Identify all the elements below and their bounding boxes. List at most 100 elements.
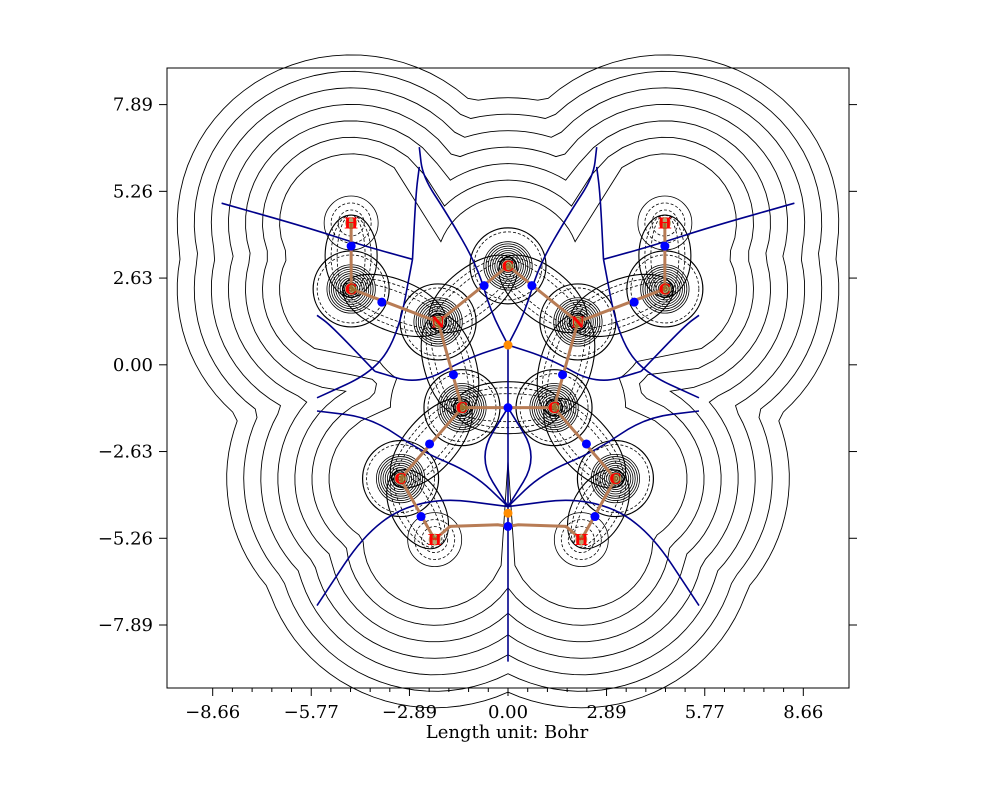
bond-contour <box>342 273 447 338</box>
atom-dashed-contour <box>403 287 473 357</box>
bond-contour <box>566 468 630 550</box>
atom-nucleus <box>345 217 358 229</box>
atom-dashed-contour <box>316 254 386 324</box>
atom-label: H <box>344 215 358 233</box>
atom-nucleus <box>394 472 407 485</box>
atom-nucleus <box>658 217 671 229</box>
atom-label: C <box>659 280 671 298</box>
atom-dashed-contour <box>581 444 650 513</box>
interbasin-path <box>507 499 700 607</box>
bond-contour <box>569 273 674 338</box>
bond-contour <box>386 468 450 550</box>
bond-path <box>350 287 439 324</box>
outer-contour <box>176 54 840 709</box>
atom-label: H <box>428 531 442 549</box>
hydrogen-contour <box>407 512 463 567</box>
x-tick-label: −5.77 <box>284 702 339 723</box>
interbasin-path <box>595 166 605 260</box>
ring-critical-point <box>503 508 513 518</box>
atom-nucleus <box>428 533 441 546</box>
interbasin-path <box>316 499 509 607</box>
atom-contour <box>553 297 603 347</box>
outer-contour <box>210 87 806 676</box>
atom-label: C <box>456 399 468 417</box>
interbasin-path <box>507 344 642 381</box>
bond-critical-point <box>581 439 591 449</box>
y-tick-label: 7.89 <box>113 95 153 116</box>
y-tick-label: 0.00 <box>113 355 153 376</box>
y-tick-label: 2.63 <box>113 268 153 289</box>
interbasin-surface-lines <box>221 147 795 662</box>
atom-dashed-contour <box>630 254 700 324</box>
atom-label: C <box>395 470 407 488</box>
bond-path <box>437 264 509 324</box>
interbasin-path <box>640 314 700 372</box>
hydrogen-contour <box>567 526 595 553</box>
bond-critical-point <box>629 297 639 307</box>
atom-contour <box>384 462 417 495</box>
atom-label: N <box>431 313 445 331</box>
outer-contour <box>262 136 754 626</box>
atom-nucleus <box>609 472 622 485</box>
bond-contour <box>389 397 473 489</box>
y-tick-label: −2.63 <box>98 442 153 463</box>
bond-contour <box>536 313 596 417</box>
bond-path <box>436 321 464 409</box>
outer-contour <box>279 153 737 610</box>
atom-contour <box>483 241 533 291</box>
x-tick-label: 8.66 <box>783 702 823 723</box>
atom-label: H <box>574 531 588 549</box>
atom-label: C <box>345 280 357 298</box>
atom-contour <box>562 306 594 338</box>
interbasin-path <box>602 259 700 399</box>
atom-contour <box>378 456 423 501</box>
bond-path <box>507 264 579 324</box>
x-tick-label: 0.00 <box>488 702 528 723</box>
bond-critical-point <box>377 297 387 307</box>
interbasin-path <box>507 147 598 346</box>
weak-bond-path <box>507 523 583 541</box>
y-tick-label: 5.26 <box>113 181 153 202</box>
bond-critical-point <box>448 370 458 380</box>
bond-path <box>577 287 666 324</box>
atom-contour <box>485 243 531 289</box>
bond-critical-point <box>479 281 489 291</box>
bond-path <box>399 477 436 541</box>
bond-contour <box>324 214 378 298</box>
outer-contour <box>245 120 771 643</box>
x-tick-label: −8.66 <box>185 702 240 723</box>
interbasin-path <box>374 344 509 381</box>
bond-path <box>552 321 580 409</box>
x-tick-label: 5.77 <box>685 702 725 723</box>
critical-points <box>346 241 670 531</box>
atom-solid-contour <box>469 227 547 305</box>
y-tick-label: −5.26 <box>98 528 153 549</box>
atom-contour <box>496 254 520 278</box>
y-tick-label: −7.89 <box>98 615 153 636</box>
bond-contour <box>498 254 588 334</box>
bond-critical-point <box>558 370 568 380</box>
atom-labels: H C N C N C H C C C C H H <box>344 215 672 550</box>
atom-contour <box>599 462 632 495</box>
atom-contour <box>422 306 454 338</box>
interbasin-path <box>507 410 700 508</box>
interbasin-path <box>411 166 421 260</box>
bond-critical-point <box>416 512 426 522</box>
axis-ticks: −8.66 −5.77 −2.89 0.00 2.89 5.77 8.66 7.89 5.26 2… <box>98 95 857 723</box>
interbasin-path <box>316 410 509 508</box>
bond-critical-point <box>660 241 670 251</box>
hydrogen-contour <box>560 519 602 560</box>
atom-nucleus <box>575 533 588 546</box>
hydrogen-contour <box>414 519 456 560</box>
interbasin-path <box>418 147 509 346</box>
x-tick-label: −2.89 <box>382 702 437 723</box>
atom-contour <box>555 299 601 345</box>
bond-critical-point <box>503 521 513 531</box>
atom-contour <box>492 250 524 282</box>
atom-contour <box>375 453 426 504</box>
atom-contour <box>380 458 421 499</box>
bond-path <box>580 477 617 541</box>
atom-nucleus <box>548 401 561 414</box>
atom-label: N <box>571 313 585 331</box>
